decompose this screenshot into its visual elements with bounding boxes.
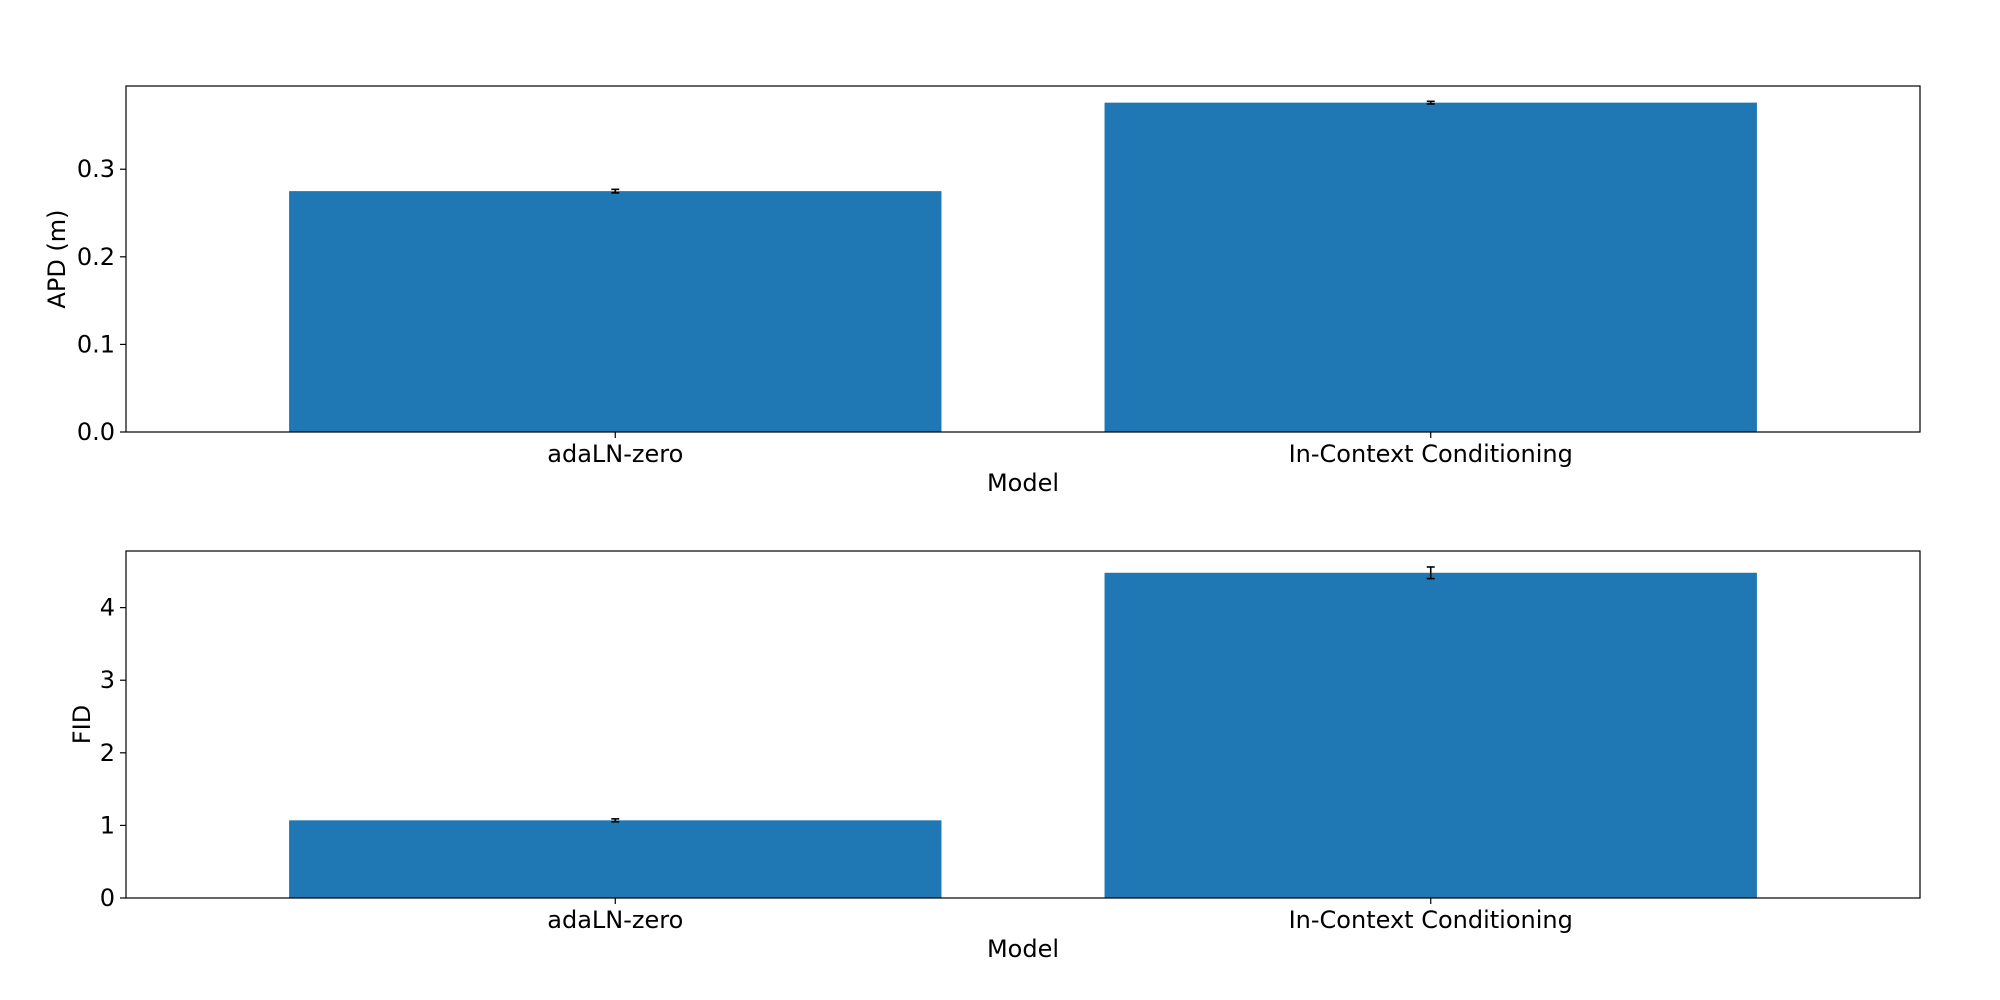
x-tick-label: In-Context Conditioning [1289,440,1573,468]
y-axis-label: FID [68,705,96,744]
plot-frame [125,550,1921,899]
x-tick-label: In-Context Conditioning [1289,906,1573,934]
y-tick-label: 0.1 [77,330,115,358]
error-bar [611,188,620,194]
subplot-2: 0 1 2 3 4 adaLN-zero In-Context Conditioning Mo… [68,550,1921,963]
y-tick-label: 0.2 [77,243,115,271]
x-axis-label: Model [987,469,1059,497]
error-bar [1426,100,1435,105]
y-tick-label: 0.0 [77,418,115,446]
y-tick-label: 3 [100,666,115,694]
x-tick-label: adaLN-zero [547,906,683,934]
bar-adaln-zero [289,820,942,898]
x-axis-label: Model [987,935,1059,963]
error-bar [611,818,620,823]
bar-in-context-conditioning [1104,102,1757,432]
error-bar [1426,566,1435,580]
y-tick-label: 0.3 [77,155,115,183]
y-tick-label: 0 [100,884,115,912]
x-tick-label: adaLN-zero [547,440,683,468]
bar-adaln-zero [289,191,942,432]
y-tick-label: 2 [100,739,115,767]
y-axis-label: APD (m) [43,209,71,308]
y-tick-label: 4 [100,594,115,622]
subplot-1: 0.0 0.1 0.2 0.3 adaLN-zero In-Context Conditi… [43,85,1921,497]
bar-in-context-conditioning [1104,572,1757,898]
plot-frame [125,85,1921,433]
y-tick-label: 1 [100,811,115,839]
